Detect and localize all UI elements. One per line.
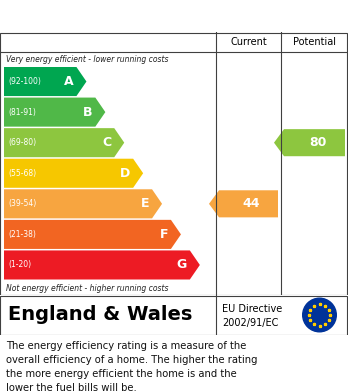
- Polygon shape: [4, 98, 105, 127]
- Polygon shape: [4, 189, 162, 218]
- Text: (92-100): (92-100): [8, 77, 41, 86]
- Polygon shape: [4, 159, 143, 188]
- Circle shape: [303, 298, 336, 332]
- Polygon shape: [274, 129, 345, 156]
- Text: (81-91): (81-91): [8, 108, 36, 117]
- Polygon shape: [4, 250, 200, 280]
- Polygon shape: [4, 220, 181, 249]
- Text: Not energy efficient - higher running costs: Not energy efficient - higher running co…: [6, 284, 168, 293]
- Text: (21-38): (21-38): [8, 230, 36, 239]
- Text: (1-20): (1-20): [8, 260, 31, 269]
- Text: Current: Current: [230, 37, 267, 47]
- Text: F: F: [159, 228, 168, 241]
- Polygon shape: [209, 190, 278, 217]
- Text: A: A: [64, 75, 73, 88]
- Text: 80: 80: [309, 136, 326, 149]
- Text: E: E: [141, 197, 149, 210]
- Text: Energy Efficiency Rating: Energy Efficiency Rating: [8, 7, 237, 25]
- Text: D: D: [120, 167, 130, 180]
- Text: The energy efficiency rating is a measure of the
overall efficiency of a home. T: The energy efficiency rating is a measur…: [6, 341, 258, 391]
- Text: C: C: [102, 136, 111, 149]
- Text: (39-54): (39-54): [8, 199, 36, 208]
- Text: B: B: [83, 106, 92, 118]
- Text: (55-68): (55-68): [8, 169, 36, 178]
- Text: EU Directive: EU Directive: [222, 304, 282, 314]
- Polygon shape: [4, 67, 86, 96]
- Text: G: G: [176, 258, 187, 271]
- Text: 2002/91/EC: 2002/91/EC: [222, 318, 278, 328]
- Text: England & Wales: England & Wales: [8, 305, 192, 325]
- Text: (69-80): (69-80): [8, 138, 36, 147]
- Polygon shape: [4, 128, 124, 157]
- Text: Very energy efficient - lower running costs: Very energy efficient - lower running co…: [6, 55, 168, 64]
- Text: 44: 44: [243, 197, 260, 210]
- Text: Potential: Potential: [293, 37, 336, 47]
